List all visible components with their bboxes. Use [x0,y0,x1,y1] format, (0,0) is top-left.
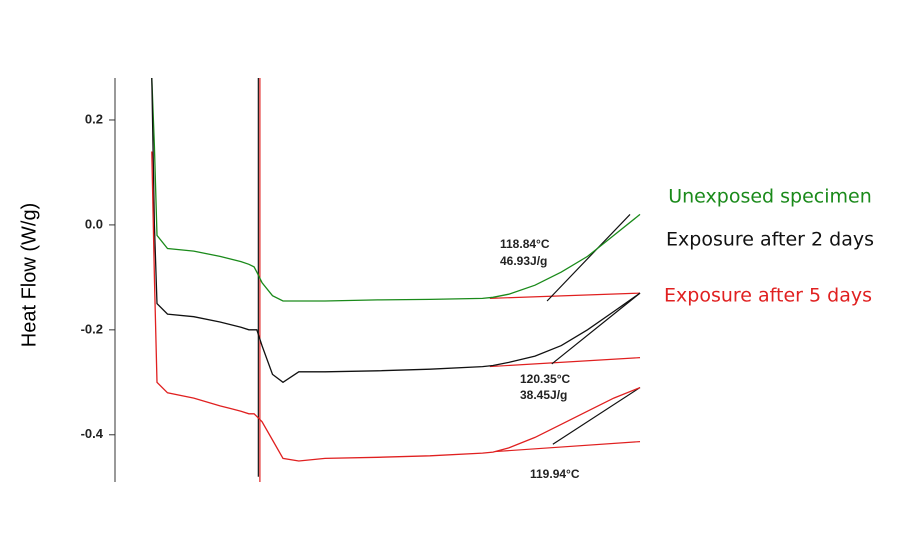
annotation: 46.93J/g [500,254,547,268]
annotation: 38.45J/g [520,388,567,402]
y-axis-label: Heat Flow (W/g) [18,203,40,347]
annotation: 120.35°C [520,372,571,386]
legend-entry: Exposure after 5 days [664,285,872,307]
reference-line [489,292,641,299]
y-tick-label: 0.2 [85,111,103,126]
y-tick-label: 0.0 [85,216,103,231]
reference-line [489,357,641,368]
reference-line [495,441,641,453]
data-line [151,151,641,462]
legend-entry: Unexposed specimen [668,186,872,208]
annotation: 119.94°C [530,467,580,481]
legend-entry: Exposure after 2 days [666,229,874,251]
reference-line [551,292,641,365]
reference-line [552,387,641,445]
y-tick-label: -0.2 [81,321,103,336]
data-line [151,77,641,384]
annotation: 118.84°C [500,237,550,251]
reference-line [546,214,631,302]
y-tick-label: -0.4 [81,426,104,441]
data-line [151,77,641,302]
